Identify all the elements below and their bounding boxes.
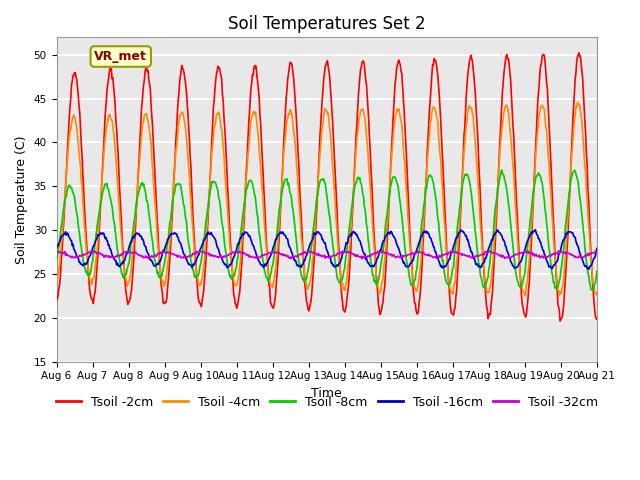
Legend: Tsoil -2cm, Tsoil -4cm, Tsoil -8cm, Tsoil -16cm, Tsoil -32cm: Tsoil -2cm, Tsoil -4cm, Tsoil -8cm, Tsoi… <box>51 391 603 414</box>
Tsoil -2cm <box>371 245 379 251</box>
Tsoil -32cm <box>254 256 262 262</box>
Text: VR_met: VR_met <box>94 50 147 63</box>
Tsoil -16cm <box>318 237 326 242</box>
Tsoil -32cm <box>379 248 387 253</box>
Tsoil -2cm <box>556 318 564 324</box>
Tsoil -8cm <box>371 277 379 283</box>
Tsoil -32cm <box>426 252 433 258</box>
Tsoil -32cm <box>319 253 327 259</box>
Tsoil -4cm <box>318 125 326 131</box>
Tsoil -32cm <box>195 249 202 254</box>
Tsoil -16cm <box>593 246 601 252</box>
Tsoil -8cm <box>593 268 601 274</box>
Line: Tsoil -16cm: Tsoil -16cm <box>56 229 597 269</box>
Tsoil -4cm <box>172 160 179 166</box>
Tsoil -2cm <box>172 155 179 161</box>
Tsoil -2cm <box>195 296 202 302</box>
Tsoil -16cm <box>52 245 60 251</box>
Tsoil -8cm <box>424 176 432 181</box>
Tsoil -16cm <box>424 230 432 236</box>
Tsoil -8cm <box>544 237 552 243</box>
Tsoil -8cm <box>498 167 506 173</box>
Tsoil -8cm <box>172 186 179 192</box>
Tsoil -4cm <box>52 282 60 288</box>
Tsoil -32cm <box>593 249 601 254</box>
Tsoil -4cm <box>195 281 202 287</box>
Line: Tsoil -2cm: Tsoil -2cm <box>56 53 597 321</box>
Tsoil -4cm <box>521 293 529 299</box>
Tsoil -8cm <box>589 287 596 293</box>
Tsoil -2cm <box>318 96 326 102</box>
Tsoil -16cm <box>172 230 179 236</box>
Tsoil -2cm <box>543 86 551 92</box>
Tsoil -2cm <box>424 134 432 140</box>
Tsoil -16cm <box>585 266 593 272</box>
Tsoil -32cm <box>172 252 179 258</box>
Tsoil -2cm <box>575 50 583 56</box>
Tsoil -32cm <box>372 251 380 256</box>
Tsoil -4cm <box>573 100 581 106</box>
Line: Tsoil -32cm: Tsoil -32cm <box>56 251 597 259</box>
Tsoil -16cm <box>195 252 202 257</box>
Tsoil -8cm <box>318 176 326 182</box>
Tsoil -2cm <box>593 316 601 322</box>
X-axis label: Time: Time <box>311 387 342 400</box>
Title: Soil Temperatures Set 2: Soil Temperatures Set 2 <box>228 15 426 33</box>
Tsoil -32cm <box>52 251 60 257</box>
Tsoil -16cm <box>544 261 552 266</box>
Tsoil -8cm <box>195 272 202 278</box>
Line: Tsoil -8cm: Tsoil -8cm <box>56 170 597 290</box>
Tsoil -32cm <box>545 253 553 259</box>
Tsoil -4cm <box>593 290 601 296</box>
Tsoil -2cm <box>52 297 60 302</box>
Tsoil -16cm <box>371 262 379 267</box>
Line: Tsoil -4cm: Tsoil -4cm <box>56 103 597 296</box>
Tsoil -8cm <box>52 257 60 263</box>
Tsoil -4cm <box>371 253 379 259</box>
Tsoil -16cm <box>532 227 540 232</box>
Tsoil -4cm <box>544 152 552 157</box>
Y-axis label: Soil Temperature (C): Soil Temperature (C) <box>15 135 28 264</box>
Tsoil -4cm <box>424 150 432 156</box>
